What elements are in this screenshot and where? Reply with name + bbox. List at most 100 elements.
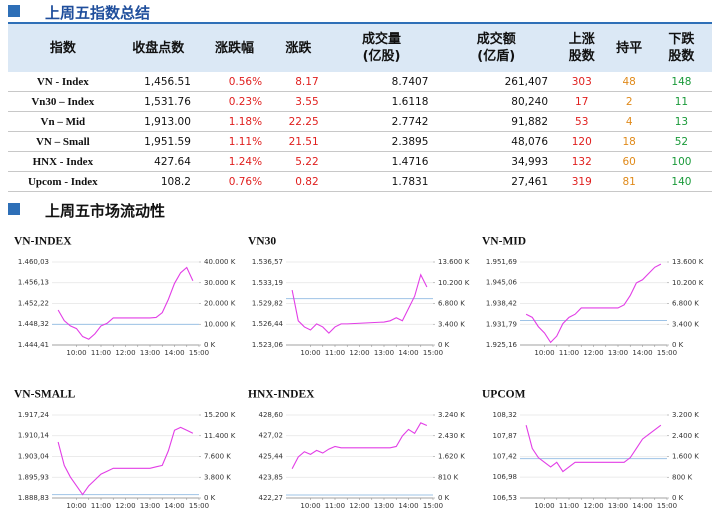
table-cell: Vn – Mid (8, 111, 118, 132)
header-line: (亿股) (362, 49, 401, 64)
y2-tick-label: 2.400 K (672, 432, 699, 440)
header-line: 股数 (568, 49, 595, 64)
table-cell: 22.25 (270, 111, 327, 132)
table-cell: 18 (607, 131, 651, 152)
chart-title: VN-INDEX (14, 236, 72, 248)
table-cell: 17 (556, 91, 608, 112)
table-cell: 0.76% (198, 171, 271, 192)
column-header: 涨跌 (270, 22, 327, 72)
table-cell: 0.82 (270, 171, 327, 192)
y2-tick-label: 3.200 K (672, 411, 699, 419)
table-cell: 0.23% (198, 91, 271, 112)
y-tick-label: 107,87 (493, 432, 518, 440)
x-tick-label: 13:00 (140, 502, 160, 510)
column-header: 涨跌幅 (198, 22, 271, 72)
x-tick-label: 11:00 (91, 502, 111, 510)
table-cell: 1,531.76 (117, 91, 199, 112)
y-tick-label: 1.452,22 (18, 300, 49, 308)
x-tick-label: 11:00 (559, 502, 579, 510)
table-cell: VN – Small (8, 131, 118, 152)
column-header: 下跌 股数 (650, 22, 712, 72)
y-tick-label: 106,53 (493, 494, 518, 502)
x-tick-label: 10:00 (300, 349, 320, 357)
header-line: 指数 (49, 40, 76, 56)
y2-tick-label: 1.620 K (438, 453, 465, 461)
x-tick-label: 12:00 (583, 502, 603, 510)
y-tick-label: 1.536,57 (252, 258, 283, 266)
table-cell: 27,461 (436, 171, 557, 192)
price-line (291, 422, 428, 470)
x-tick-label: 10:00 (534, 502, 554, 510)
y-tick-label: 1.917,24 (18, 411, 50, 419)
y-tick-label: 1.931,79 (486, 320, 517, 328)
x-tick-label: 14:00 (632, 349, 652, 357)
x-tick-label: 10:00 (300, 502, 320, 510)
table-cell: 140 (650, 171, 712, 192)
table-cell: 1,913.00 (117, 111, 199, 132)
table-cell: 108.2 (117, 171, 199, 192)
table-cell: 261,407 (436, 72, 557, 92)
column-header: 持平 (607, 22, 651, 72)
y-tick-label: 425,44 (259, 452, 284, 460)
header-row: 指数 收盘点数 涨跌幅 涨跌 成交量 (亿股) 成交额 (亿盾) 上涨 股数 持平 下跌 股数 (8, 22, 712, 72)
table-cell: 8.7407 (326, 72, 437, 92)
table-cell: 1.4716 (326, 151, 437, 172)
y2-tick-label: 2.430 K (438, 432, 465, 440)
table-row: Vn – Mid 1,913.00 1.18% 22.25 2.7742 91,882 53… (8, 111, 712, 132)
y-tick-label: 423,85 (259, 473, 284, 481)
y2-tick-label: 11.400 K (204, 432, 236, 440)
y-tick-label: 1.456,13 (18, 279, 49, 287)
header-line: 成交量 (362, 32, 402, 47)
x-tick-label: 15:00 (189, 502, 209, 510)
table-cell: 0.56% (198, 72, 271, 92)
x-tick-label: 10:00 (534, 349, 554, 357)
y2-tick-label: 0 K (438, 341, 450, 349)
y2-tick-label: 810 K (438, 473, 459, 481)
column-header: 指数 (8, 22, 118, 72)
y2-tick-label: 3.240 K (438, 411, 465, 419)
y-tick-label: 108,32 (493, 411, 518, 419)
x-tick-label: 12:00 (349, 349, 369, 357)
x-tick-label: 14:00 (398, 502, 418, 510)
y2-tick-label: 20.000 K (204, 300, 236, 308)
table-cell: 4 (607, 111, 651, 132)
x-tick-label: 11:00 (91, 349, 111, 357)
table-cell: 120 (556, 131, 608, 152)
table-row: VN – Small 1,951.59 1.11% 21.51 2.3895 48,076… (8, 131, 712, 152)
y2-tick-label: 0 K (672, 341, 684, 349)
table-cell: HNX - Index (8, 151, 118, 172)
y2-tick-label: 0 K (672, 494, 684, 502)
x-tick-label: 15:00 (423, 349, 443, 357)
y2-tick-label: 15.200 K (204, 411, 236, 419)
table-cell: 1.7831 (326, 171, 437, 192)
x-tick-label: 14:00 (398, 349, 418, 357)
table-row: HNX - Index 427.64 1.24% 5.22 1.4716 34,993 13… (8, 151, 712, 172)
y2-tick-label: 40.000 K (204, 258, 236, 266)
y-tick-label: 1.526,44 (252, 320, 284, 328)
x-tick-label: 13:00 (608, 349, 628, 357)
x-tick-label: 12:00 (349, 502, 369, 510)
table-cell: 53 (556, 111, 608, 132)
table-cell: Upcom - Index (8, 171, 118, 192)
table-cell: 13 (650, 111, 712, 132)
table-cell: 1.6118 (326, 91, 437, 112)
header-line: 股数 (668, 49, 695, 64)
header-line: 成交额 (476, 32, 516, 47)
y-tick-label: 1.529,82 (252, 299, 283, 307)
header-line: (亿盾) (477, 49, 516, 64)
x-tick-label: 14:00 (164, 502, 184, 510)
table-cell: 2.7742 (326, 111, 437, 132)
table-row: Vn30 – Index 1,531.76 0.23% 3.55 1.6118 80,24… (8, 91, 712, 112)
header-line: 涨跌 (285, 40, 312, 56)
y2-tick-label: 0 K (204, 494, 216, 502)
table-cell: 132 (556, 151, 608, 172)
price-line (525, 424, 662, 473)
y2-tick-label: 3.400 K (438, 320, 465, 328)
y-tick-label: 427,02 (259, 432, 284, 440)
y-tick-label: 1.938,42 (486, 300, 517, 308)
header-line: 涨跌幅 (214, 40, 254, 56)
table-cell: 427.64 (117, 151, 199, 172)
y2-tick-label: 1.600 K (672, 453, 699, 461)
column-header: 成交量 (亿股) (326, 22, 437, 72)
